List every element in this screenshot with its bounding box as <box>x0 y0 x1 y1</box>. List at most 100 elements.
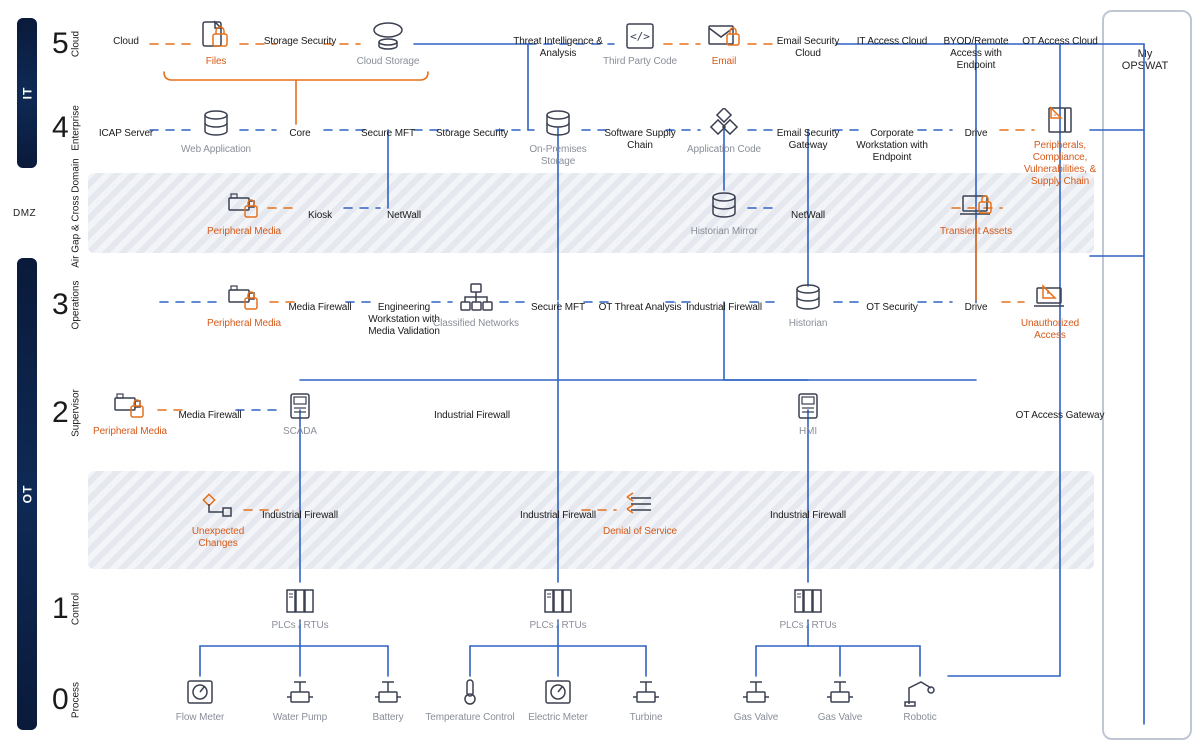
node-itac: IT Access Cloud <box>847 36 937 48</box>
node-label: PLCs / RTUs <box>763 620 853 632</box>
node-label: Water Pump <box>255 712 345 724</box>
node-pcvsc: Peripherals, Compliance, Vulnerabilities… <box>1015 104 1105 188</box>
node-label: Email <box>679 56 769 68</box>
node-label: Turbine <box>601 712 691 724</box>
node-pmedia2: Peripheral Media <box>85 390 175 438</box>
level-num-5: 5 <box>52 27 69 61</box>
node-label: Unauthorized Access <box>1005 318 1095 342</box>
node-label: OT Security <box>847 302 937 314</box>
node-files: Files <box>171 20 261 68</box>
node-label: Web Application <box>171 144 261 156</box>
node-dos: Denial of Service <box>595 490 685 538</box>
node-otac: OT Access Cloud <box>1015 36 1105 48</box>
node-histmirror: Historian Mirror <box>679 190 769 238</box>
node-emeter: Electric Meter <box>513 676 603 724</box>
level-tag: Enterprise <box>71 105 82 151</box>
level-tag: Operations <box>71 281 82 330</box>
node-label: Core <box>255 128 345 140</box>
node-label: Industrial Firewall <box>763 510 853 522</box>
node-smft4: Secure MFT <box>343 128 433 140</box>
node-label: Classified Networks <box>431 318 521 330</box>
node-indfw3: Industrial Firewall <box>679 302 769 314</box>
node-transient: Transient Assets <box>931 190 1021 238</box>
node-label: Third Party Code <box>595 56 685 68</box>
node-label: Storage Security <box>427 128 517 140</box>
level-num-3: 3 <box>52 288 69 322</box>
node-onprem: On-Premises Storage <box>513 108 603 168</box>
node-appcode: Application Code <box>679 108 769 156</box>
node-label: SCADA <box>255 426 345 438</box>
node-label: Industrial Firewall <box>255 510 345 522</box>
node-turbine: Turbine <box>601 676 691 724</box>
node-ti: Threat Intelligence & Analysis <box>513 36 603 60</box>
node-kiosk: Kiosk <box>275 210 365 222</box>
level-tag: Supervisor <box>71 389 82 437</box>
node-label: Industrial Firewall <box>513 510 603 522</box>
node-historian: Historian <box>763 282 853 330</box>
node-label: Denial of Service <box>595 526 685 538</box>
node-label: PLCs / RTUs <box>255 620 345 632</box>
my-opswat-panel <box>1102 10 1192 740</box>
node-unexp: Unexpected Changes <box>173 490 263 550</box>
node-label: Files <box>171 56 261 68</box>
node-smft3: Secure MFT <box>513 302 603 314</box>
node-label: Kiosk <box>275 210 365 222</box>
node-label: Email Security Gateway <box>763 128 853 152</box>
node-label: Peripherals, Compliance, Vulnerabilities… <box>1015 140 1105 188</box>
node-label: OT Access Gateway <box>1015 410 1105 422</box>
node-otag: OT Access Gateway <box>1015 410 1105 422</box>
node-hmi: HMI <box>763 390 853 438</box>
node-gas2: Gas Valve <box>795 676 885 724</box>
node-byod: BYOD/Remote Access with Endpoint <box>931 36 1021 72</box>
node-plc1: PLCs / RTUs <box>255 584 345 632</box>
node-indfw-h1: Industrial Firewall <box>255 510 345 522</box>
node-label: Gas Valve <box>795 712 885 724</box>
node-label: Drive <box>931 128 1021 140</box>
node-label: Media Firewall <box>275 302 365 314</box>
node-otsec: OT Security <box>847 302 937 314</box>
level-tag: Process <box>71 682 82 718</box>
node-label: HMI <box>763 426 853 438</box>
level-num-0: 0 <box>52 683 69 717</box>
node-label: Flow Meter <box>155 712 245 724</box>
node-label: NetWall <box>359 210 449 222</box>
node-label: Transient Assets <box>931 226 1021 238</box>
node-pump: Water Pump <box>255 676 345 724</box>
node-label: Electric Meter <box>513 712 603 724</box>
node-indfw2a: Industrial Firewall <box>427 410 517 422</box>
zone-bar-it: IT <box>17 18 37 168</box>
node-cloudstor: Cloud Storage <box>343 20 433 68</box>
node-label: ICAP Server <box>81 128 171 140</box>
my-opswat-title: My OPSWAT <box>1118 48 1173 72</box>
node-label: OT Access Cloud <box>1015 36 1105 48</box>
node-batt: Battery <box>343 676 433 724</box>
node-cwe: Corporate Workstation with Endpoint <box>847 128 937 164</box>
node-label: Peripheral Media <box>199 318 289 330</box>
node-label: Storage Security <box>255 36 345 48</box>
node-esc: Email Security Cloud <box>763 36 853 60</box>
node-label: Cloud <box>81 36 171 48</box>
node-label: Secure MFT <box>343 128 433 140</box>
node-scada: SCADA <box>255 390 345 438</box>
node-webapp: Web Application <box>171 108 261 156</box>
node-plc2: PLCs / RTUs <box>513 584 603 632</box>
node-label: Industrial Firewall <box>427 410 517 422</box>
node-label: Application Code <box>679 144 769 156</box>
node-storsec4: Storage Security <box>427 128 517 140</box>
node-label: Media Firewall <box>165 410 255 422</box>
node-netwall1: NetWall <box>359 210 449 222</box>
node-netwall2: NetWall <box>763 210 853 222</box>
level-num-1: 1 <box>52 592 69 626</box>
level-tag: Control <box>71 593 82 625</box>
node-label: Historian <box>763 318 853 330</box>
node-esg: Email Security Gateway <box>763 128 853 152</box>
node-label: OT Threat Analysis <box>595 302 685 314</box>
node-email: Email <box>679 20 769 68</box>
node-ssc: Software Supply Chain <box>595 128 685 152</box>
node-label: Robotic <box>875 712 965 724</box>
node-core: Core <box>255 128 345 140</box>
node-tpc: Third Party Code <box>595 20 685 68</box>
node-robot: Robotic <box>875 676 965 724</box>
node-label: Corporate Workstation with Endpoint <box>847 128 937 164</box>
node-label: Industrial Firewall <box>679 302 769 314</box>
